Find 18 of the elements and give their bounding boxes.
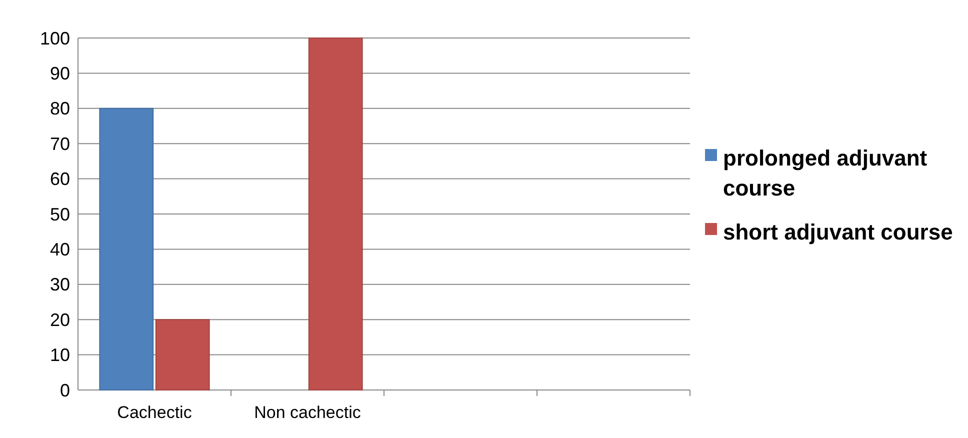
legend-label: prolonged adjuvant course	[723, 146, 928, 201]
y-tick-label: 60	[50, 169, 70, 190]
x-tick-label: Cachectic	[117, 403, 192, 422]
y-tick-label: 70	[50, 134, 70, 154]
y-tick-label: 50	[50, 204, 70, 224]
y-tick-label: 20	[50, 310, 70, 330]
y-tick-label: 100	[40, 28, 70, 48]
y-tick-label: 0	[60, 380, 70, 400]
bar	[308, 38, 363, 390]
bar	[99, 108, 154, 390]
y-tick-label: 90	[50, 64, 70, 84]
legend-label: short adjuvant course	[723, 220, 953, 245]
y-tick-label: 40	[50, 240, 70, 260]
bar	[155, 319, 210, 390]
y-tick-label: 80	[50, 98, 70, 119]
x-tick-label: Non cachectic	[254, 403, 362, 422]
y-tick-label: 10	[50, 345, 70, 366]
y-tick-label: 30	[50, 274, 70, 295]
